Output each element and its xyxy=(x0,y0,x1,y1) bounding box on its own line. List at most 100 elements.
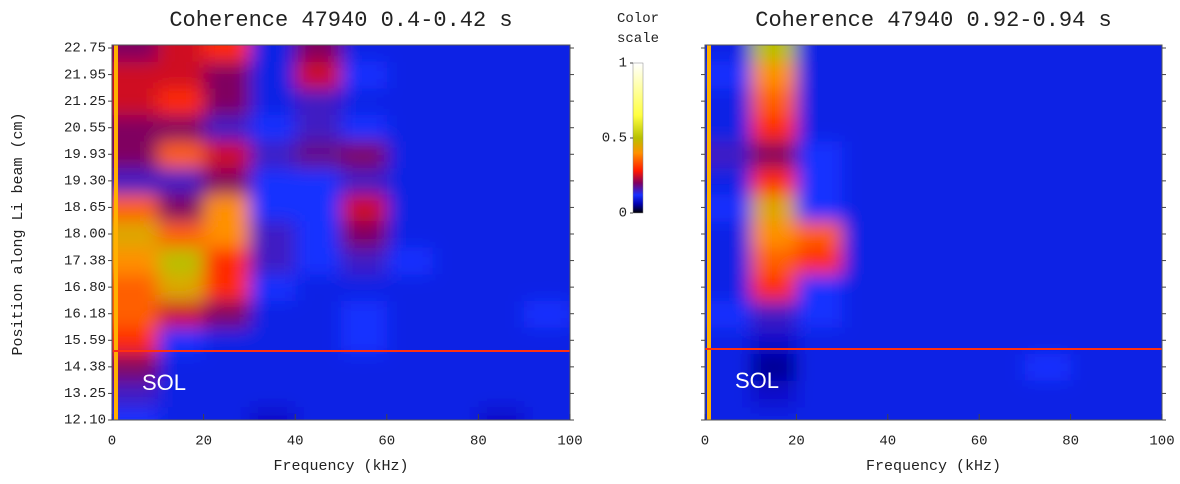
heatmap-cell xyxy=(842,353,889,381)
heatmap-cell xyxy=(796,194,843,222)
heatmap-cell xyxy=(887,380,934,408)
heatmap-cell xyxy=(295,61,342,89)
heatmap-cell xyxy=(705,380,752,408)
heatmap-cell xyxy=(887,273,934,301)
heatmap-cell xyxy=(203,380,250,408)
heatmap-cell xyxy=(705,327,752,355)
heatmap-cell xyxy=(524,273,570,301)
heatmap-cell xyxy=(341,380,388,408)
heatmap-cell xyxy=(1024,380,1072,408)
heatmap-cell xyxy=(478,273,525,301)
heatmap-cell xyxy=(796,380,843,408)
x-tick-label: 20 xyxy=(788,434,805,450)
heatmap-cell xyxy=(341,327,388,355)
heatmap-cell xyxy=(249,273,296,301)
heatmap-cell xyxy=(933,114,980,142)
heatmap-cell xyxy=(478,220,525,248)
heatmap-cell xyxy=(249,114,296,142)
heatmap-cell xyxy=(1024,141,1072,169)
heatmap-cell xyxy=(1024,114,1072,142)
heatmap-cell xyxy=(979,87,1026,115)
heatmap-cell xyxy=(295,87,342,115)
y-tick-label: 18.00 xyxy=(64,227,106,243)
heatmap-cell xyxy=(1070,141,1117,169)
heatmap-cell xyxy=(386,327,434,355)
heatmap-cell xyxy=(979,141,1026,169)
heatmap-cell xyxy=(796,45,843,62)
heatmap-cell xyxy=(478,194,525,222)
heatmap-cell xyxy=(432,327,479,355)
heatmap-cell xyxy=(478,327,525,355)
heatmap-cell xyxy=(524,327,570,355)
heatmap-cell xyxy=(1024,353,1072,381)
heatmap-cell xyxy=(157,114,205,142)
x-tick-label: 100 xyxy=(557,434,582,450)
heatmap-cell xyxy=(157,327,205,355)
heatmap-cell xyxy=(341,247,388,275)
heatmap-cell xyxy=(203,273,250,301)
heatmap-cell xyxy=(750,220,797,248)
heatmap-cell xyxy=(203,220,250,248)
heatmap-cell xyxy=(249,167,296,195)
annotation: SOL xyxy=(735,368,779,393)
heatmap-cell xyxy=(1070,194,1117,222)
heatmap-cell xyxy=(842,380,889,408)
y-tick-label: 17.38 xyxy=(64,253,106,269)
heatmap-cell xyxy=(750,87,797,115)
heatmap-cell xyxy=(386,273,434,301)
heatmap-cell xyxy=(249,247,296,275)
heatmap-cell xyxy=(887,327,934,355)
heatmap-cell xyxy=(1024,194,1072,222)
heatmap-cell xyxy=(112,220,159,248)
heatmap-cell xyxy=(705,406,752,420)
heatmap-cell xyxy=(979,45,1026,62)
heatmap-cell xyxy=(386,353,434,381)
heatmap-cell xyxy=(796,220,843,248)
heatmap-cell xyxy=(432,273,479,301)
colorbar-title: Color xyxy=(617,11,659,27)
heatmap-cell xyxy=(432,87,479,115)
heatmap-cell xyxy=(341,194,388,222)
heatmap-cell xyxy=(796,87,843,115)
heatmap-cell xyxy=(432,45,479,62)
heatmap-cell xyxy=(249,194,296,222)
heatmap-cell xyxy=(295,353,342,381)
heatmap-cell xyxy=(341,406,388,420)
heatmap-cell xyxy=(1024,167,1072,195)
heatmap-cell xyxy=(386,167,434,195)
heatmap-cell xyxy=(705,114,752,142)
heatmap-cell xyxy=(1024,45,1072,62)
heatmap-cell xyxy=(933,353,980,381)
heatmap-cell xyxy=(386,194,434,222)
heatmap-cell xyxy=(750,273,797,301)
heatmap-cell xyxy=(750,327,797,355)
plot-frame xyxy=(111,44,571,421)
heatmap-cell xyxy=(933,220,980,248)
heatmap-cell xyxy=(1116,406,1162,420)
colorbar-tick-label: 0.5 xyxy=(602,131,627,147)
heatmap-cell xyxy=(933,194,980,222)
heatmap-cell xyxy=(1116,87,1162,115)
heatmap-cell xyxy=(842,406,889,420)
heatmap-cell xyxy=(386,300,434,328)
heatmap-cell xyxy=(1070,273,1117,301)
heatmap-cell xyxy=(933,247,980,275)
heatmap-cell xyxy=(705,300,752,328)
heatmap-cell xyxy=(750,247,797,275)
heatmap-cell xyxy=(1116,141,1162,169)
heatmap-cell xyxy=(842,87,889,115)
heatmap-cell xyxy=(249,61,296,89)
heatmap-cell xyxy=(796,353,843,381)
heatmap-cell xyxy=(705,87,752,115)
heatmap-cell xyxy=(157,380,205,408)
heatmap-cell xyxy=(341,114,388,142)
heatmap-cell xyxy=(1070,114,1117,142)
heatmap-cell xyxy=(1116,300,1162,328)
heatmap-cell xyxy=(705,45,752,62)
x-tick-label: 80 xyxy=(1062,434,1079,450)
heatmap-cell xyxy=(524,300,570,328)
heatmap-cell xyxy=(112,141,159,169)
heatmap-cell xyxy=(524,194,570,222)
heatmap-cell xyxy=(842,273,889,301)
heatmap-cell xyxy=(1070,353,1117,381)
